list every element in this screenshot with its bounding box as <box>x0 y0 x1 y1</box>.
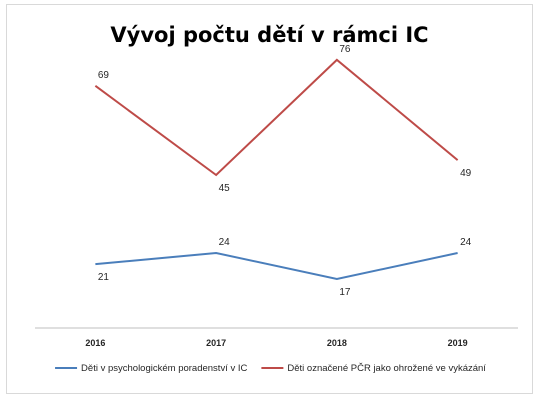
data-label: 76 <box>339 44 351 55</box>
legend-label: Děti v psychologickém poradenství v IC <box>81 363 247 374</box>
data-label: 24 <box>219 237 231 248</box>
data-label: 21 <box>98 272 110 283</box>
data-label: 45 <box>219 183 231 194</box>
chart-area: Vývoj počtu dětí v rámci IC 2016 2017 2018… <box>6 4 533 394</box>
data-label: 24 <box>460 237 472 248</box>
x-tick-label: 2016 <box>85 338 105 348</box>
legend-item-1: Děti v psychologickém poradenství v IC <box>55 363 248 374</box>
x-tick-label: 2018 <box>327 338 347 348</box>
legend-item-2: Děti označené PČR jako ohrožené ve vykáz… <box>261 363 486 374</box>
series-line-1 <box>95 251 458 281</box>
data-label: 69 <box>98 70 110 81</box>
line-chart-plot: 2016 2017 2018 2019 21 24 17 24 69 45 76 49 Děti v p… <box>35 44 518 374</box>
data-label: 17 <box>339 287 351 298</box>
x-tick-label: 2019 <box>448 338 468 348</box>
chart-title: Vývoj počtu dětí v rámci IC <box>110 23 429 47</box>
legend-label: Děti označené PČR jako ohrožené ve vykáz… <box>287 363 486 374</box>
x-tick-label: 2017 <box>206 338 226 348</box>
series-line-2 <box>94 58 459 177</box>
data-label: 49 <box>460 168 472 179</box>
